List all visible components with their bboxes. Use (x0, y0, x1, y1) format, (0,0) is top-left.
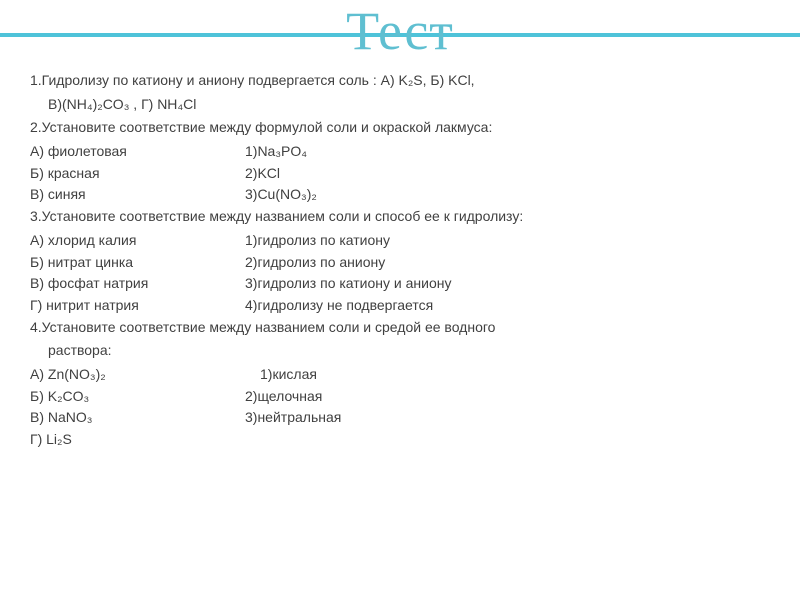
q2-left: Б) красная (30, 163, 245, 185)
question-3-intro: 3.Установите соответствие между название… (30, 206, 770, 228)
q2-right: 2)KCl (245, 163, 770, 185)
question-4-intro-line1: 4.Установите соответствие между название… (30, 317, 770, 339)
slide-title: Тест (0, 0, 800, 62)
q3-left: А) хлорид калия (30, 230, 245, 252)
slide: Тест 1.Гидролизу по катиону и аниону под… (0, 0, 800, 600)
question-4-intro-line2: раствора: (30, 340, 770, 362)
question-1-line2: В)(NH₄)₂CO₃ , Г) NH₄Cl (30, 94, 770, 116)
q4-right: 1)кислая (245, 364, 770, 386)
q3-left: Б) нитрат цинка (30, 252, 245, 274)
q3-row: А) хлорид калия1)гидролиз по катиону (30, 230, 770, 252)
q4-right: 2)щелочная (245, 386, 770, 408)
q2-row: Б) красная2)KCl (30, 163, 770, 185)
question-1-line1: 1.Гидролизу по катиону и аниону подверга… (30, 70, 770, 92)
q2-row: А) фиолетовая1)Na₃PO₄ (30, 141, 770, 163)
q3-right: 4)гидролизу не подвергается (245, 295, 770, 317)
q3-row: Б) нитрат цинка2)гидролиз по аниону (30, 252, 770, 274)
q4-right: 3)нейтральная (245, 407, 770, 429)
q4-right (245, 429, 770, 451)
q4-left: Г) Li₂S (30, 429, 245, 451)
q2-left: А) фиолетовая (30, 141, 245, 163)
q3-right: 1)гидролиз по катиону (245, 230, 770, 252)
q2-left: В) синяя (30, 184, 245, 206)
q2-right: 3)Cu(NO₃)₂ (245, 184, 770, 206)
q3-row: Г) нитрит натрия4)гидролизу не подвергае… (30, 295, 770, 317)
q3-right: 2)гидролиз по аниону (245, 252, 770, 274)
q3-left: Г) нитрит натрия (30, 295, 245, 317)
q4-left: А) Zn(NO₃)₂ (30, 364, 245, 386)
q2-right: 1)Na₃PO₄ (245, 141, 770, 163)
q3-row: В) фосфат натрия3)гидролиз по катиону и … (30, 273, 770, 295)
q4-left: Б) K₂CO₃ (30, 386, 245, 408)
q4-row: Г) Li₂S (30, 429, 770, 451)
q4-row: В) NaNO₃3)нейтральная (30, 407, 770, 429)
q3-right: 3)гидролиз по катиону и аниону (245, 273, 770, 295)
q4-row: А) Zn(NO₃)₂1)кислая (30, 364, 770, 386)
question-2-intro: 2.Установите соответствие между формулой… (30, 117, 770, 139)
slide-content: 1.Гидролизу по катиону и аниону подверга… (30, 70, 770, 451)
q3-left: В) фосфат натрия (30, 273, 245, 295)
q4-left: В) NaNO₃ (30, 407, 245, 429)
q2-row: В) синяя3)Cu(NO₃)₂ (30, 184, 770, 206)
q4-row: Б) K₂CO₃2)щелочная (30, 386, 770, 408)
